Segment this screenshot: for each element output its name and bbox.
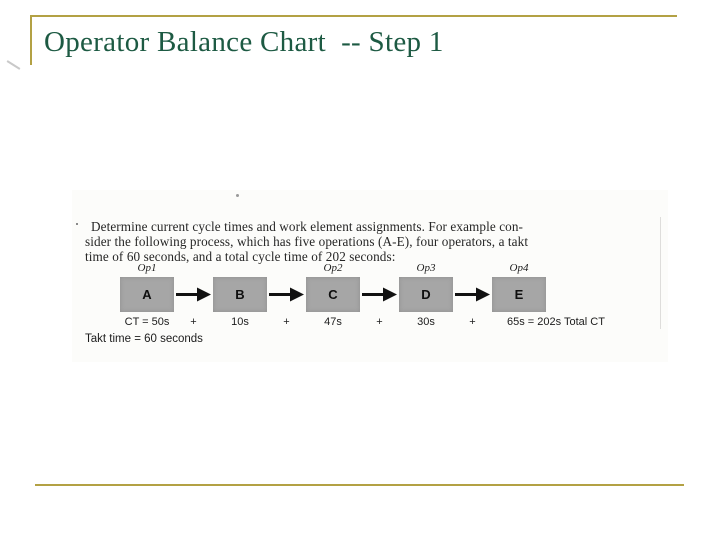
station-e: Op4 E 65s = 202s Total CT <box>492 261 605 329</box>
cycle-time-label: 10s <box>231 316 249 328</box>
left-accent-rule <box>30 15 32 65</box>
process-box-d: D <box>399 277 453 312</box>
plus-sign: + <box>469 316 476 328</box>
paragraph-line: sider the following process, which has f… <box>85 234 529 249</box>
process-box-c: C <box>306 277 360 312</box>
operator-label: Op4 <box>509 262 529 274</box>
plus-sign: + <box>283 316 290 328</box>
paragraph-line: time of 60 seconds, and a total cycle ti… <box>85 249 396 264</box>
station-d: Op3 D 30s <box>399 261 453 329</box>
station-c: Op2 C 47s <box>306 261 360 329</box>
process-flow-diagram: Op1 A CT = 50s + B 10s <box>120 261 605 329</box>
operator-label: Op2 <box>323 262 343 274</box>
slide-title: Operator Balance Chart -- Step 1 <box>44 26 444 58</box>
station-b: B 10s <box>213 261 267 329</box>
cycle-time-label: 47s <box>324 316 342 328</box>
flow-connector: + <box>267 261 306 329</box>
top-accent-rule <box>30 15 677 17</box>
process-box-b: B <box>213 277 267 312</box>
bottom-accent-rule <box>35 484 684 486</box>
arrow-right-icon <box>360 277 399 312</box>
flow-connector: + <box>174 261 213 329</box>
cycle-time-label: 30s <box>417 316 435 328</box>
figure-image: Determine current cycle times and work e… <box>72 190 668 362</box>
flow-connector: + <box>360 261 399 329</box>
arrow-right-icon <box>453 277 492 312</box>
arrow-right-icon <box>174 277 213 312</box>
operator-label: Op3 <box>416 262 436 274</box>
total-cycle-time-label: 65s = 202s Total CT <box>507 316 605 328</box>
paragraph-line: Determine current cycle times and work e… <box>91 219 524 234</box>
figure-content: Determine current cycle times and work e… <box>72 190 668 362</box>
arrow-right-icon <box>267 277 306 312</box>
process-box-e: E <box>492 277 546 312</box>
process-box-a: A <box>120 277 174 312</box>
takt-time-label: Takt time = 60 seconds <box>85 333 203 345</box>
flow-connector: + <box>453 261 492 329</box>
plus-sign: + <box>190 316 197 328</box>
figure-paragraph: Determine current cycle times and work e… <box>85 219 630 264</box>
cycle-time-label: CT = 50s <box>124 316 170 328</box>
scan-speck <box>76 223 78 225</box>
plus-sign: + <box>376 316 383 328</box>
scan-edge-artifact <box>660 217 661 329</box>
operator-label: Op1 <box>137 262 157 274</box>
stray-pen-mark <box>6 60 21 70</box>
station-a: Op1 A CT = 50s <box>120 261 174 329</box>
scan-speck <box>236 194 239 197</box>
